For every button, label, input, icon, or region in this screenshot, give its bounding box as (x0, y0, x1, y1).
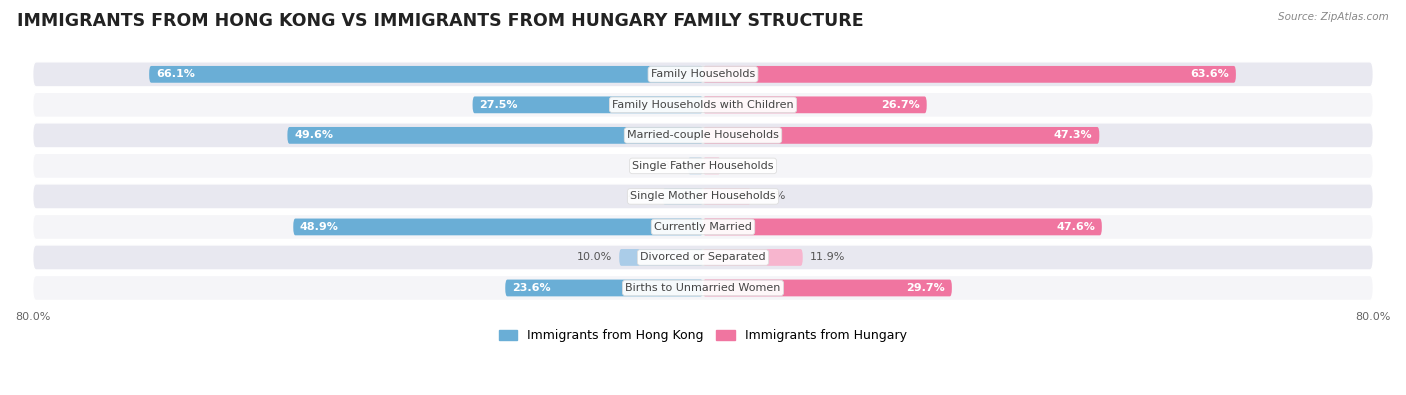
Text: 1.8%: 1.8% (652, 161, 682, 171)
Text: 47.3%: 47.3% (1054, 130, 1092, 140)
Text: 47.6%: 47.6% (1056, 222, 1095, 232)
Text: Divorced or Separated: Divorced or Separated (640, 252, 766, 262)
Text: Single Mother Households: Single Mother Households (630, 192, 776, 201)
FancyBboxPatch shape (703, 96, 927, 113)
FancyBboxPatch shape (619, 249, 703, 266)
Text: 4.8%: 4.8% (627, 192, 657, 201)
FancyBboxPatch shape (32, 275, 1374, 301)
Text: 2.1%: 2.1% (727, 161, 755, 171)
Text: Births to Unmarried Women: Births to Unmarried Women (626, 283, 780, 293)
FancyBboxPatch shape (662, 188, 703, 205)
FancyBboxPatch shape (703, 280, 952, 296)
FancyBboxPatch shape (472, 96, 703, 113)
FancyBboxPatch shape (703, 127, 1099, 144)
FancyBboxPatch shape (703, 218, 1102, 235)
FancyBboxPatch shape (294, 218, 703, 235)
FancyBboxPatch shape (32, 184, 1374, 209)
Text: 29.7%: 29.7% (907, 283, 945, 293)
Text: 10.0%: 10.0% (578, 252, 613, 262)
FancyBboxPatch shape (703, 249, 803, 266)
Text: 26.7%: 26.7% (882, 100, 920, 110)
FancyBboxPatch shape (32, 214, 1374, 239)
FancyBboxPatch shape (703, 188, 751, 205)
FancyBboxPatch shape (505, 280, 703, 296)
Text: 63.6%: 63.6% (1191, 70, 1229, 79)
Text: Single Father Households: Single Father Households (633, 161, 773, 171)
Text: 49.6%: 49.6% (294, 130, 333, 140)
FancyBboxPatch shape (32, 92, 1374, 117)
Text: 5.7%: 5.7% (758, 192, 786, 201)
Text: Family Households with Children: Family Households with Children (612, 100, 794, 110)
Text: 66.1%: 66.1% (156, 70, 195, 79)
FancyBboxPatch shape (32, 62, 1374, 87)
Text: IMMIGRANTS FROM HONG KONG VS IMMIGRANTS FROM HUNGARY FAMILY STRUCTURE: IMMIGRANTS FROM HONG KONG VS IMMIGRANTS … (17, 12, 863, 30)
Text: Family Households: Family Households (651, 70, 755, 79)
Text: 48.9%: 48.9% (299, 222, 339, 232)
FancyBboxPatch shape (32, 245, 1374, 270)
FancyBboxPatch shape (149, 66, 703, 83)
FancyBboxPatch shape (32, 123, 1374, 148)
FancyBboxPatch shape (703, 66, 1236, 83)
FancyBboxPatch shape (703, 158, 721, 174)
Text: Currently Married: Currently Married (654, 222, 752, 232)
Text: 11.9%: 11.9% (810, 252, 845, 262)
FancyBboxPatch shape (287, 127, 703, 144)
Text: Source: ZipAtlas.com: Source: ZipAtlas.com (1278, 12, 1389, 22)
Legend: Immigrants from Hong Kong, Immigrants from Hungary: Immigrants from Hong Kong, Immigrants fr… (494, 324, 912, 347)
Text: 23.6%: 23.6% (512, 283, 551, 293)
Text: 27.5%: 27.5% (479, 100, 517, 110)
Text: Married-couple Households: Married-couple Households (627, 130, 779, 140)
FancyBboxPatch shape (688, 158, 703, 174)
FancyBboxPatch shape (32, 153, 1374, 179)
